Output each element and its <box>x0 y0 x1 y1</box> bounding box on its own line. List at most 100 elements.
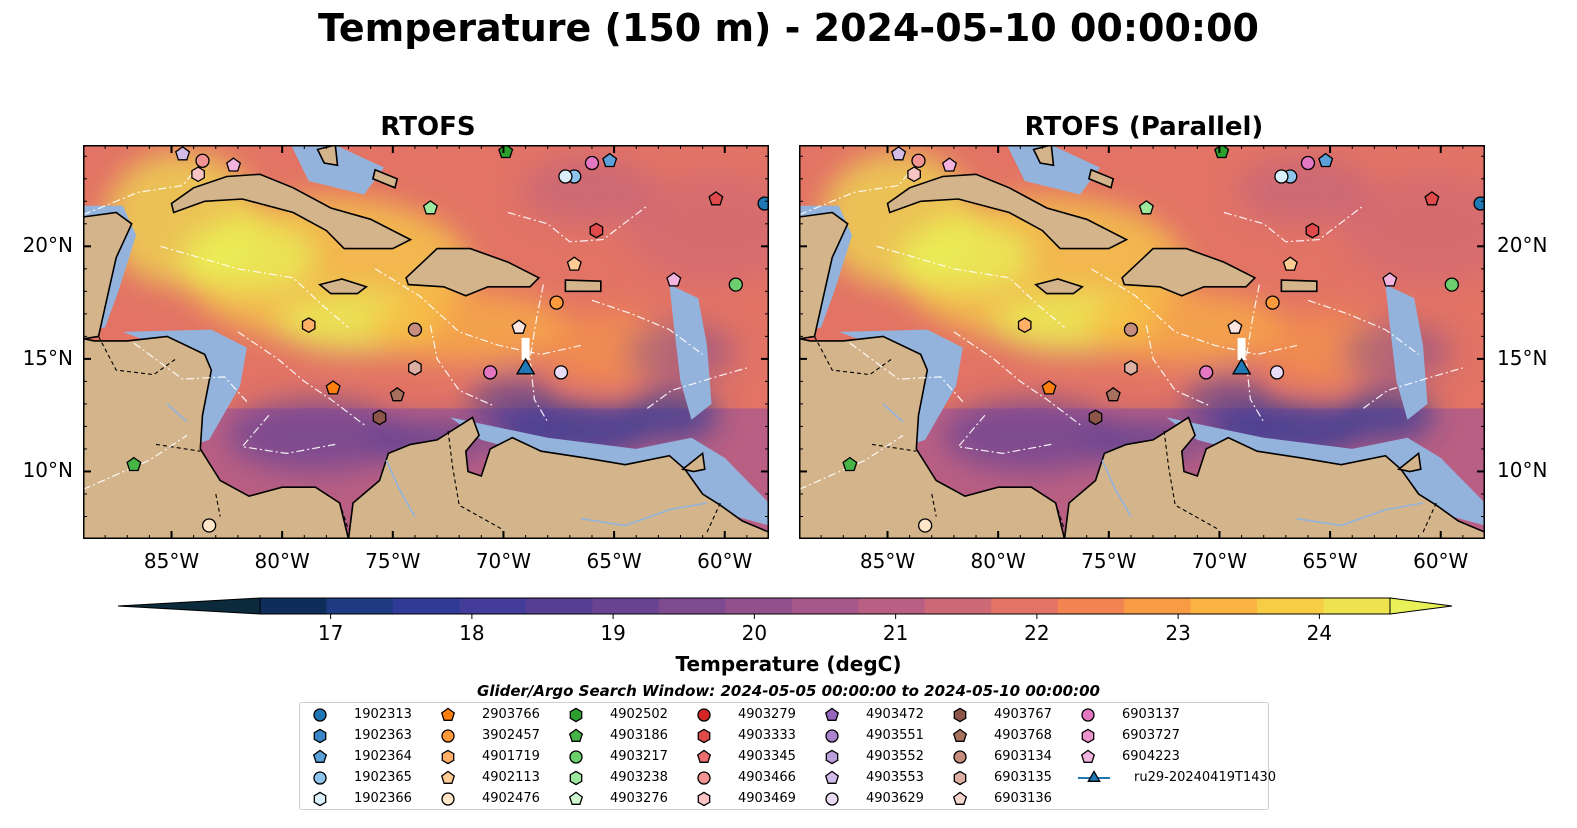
colorbar-segment <box>858 598 926 614</box>
panel-title-right: RTOFS (Parallel) <box>1024 112 1264 142</box>
glider-marker <box>515 357 536 375</box>
land-bahamas2 <box>1087 168 1115 189</box>
hexagon-marker-icon <box>953 707 967 723</box>
country-border <box>98 336 177 376</box>
legend-marker <box>1080 749 1096 763</box>
lat-tick-label-right: 10°N <box>1497 458 1548 483</box>
legend-marker <box>696 749 712 763</box>
argo-float-marker <box>511 319 527 334</box>
argo-float-marker <box>1318 152 1334 168</box>
colorbar-segment <box>592 598 660 614</box>
map-layers <box>83 145 769 539</box>
colorbar-segment <box>1190 598 1258 614</box>
eez-boundary <box>646 367 748 409</box>
temperature-anomaly <box>226 399 404 472</box>
argo-float-marker <box>408 359 422 376</box>
map-frame <box>83 145 769 539</box>
circle-marker-icon <box>313 708 327 722</box>
legend-marker <box>697 791 711 807</box>
colorbar-tick-label: 21 <box>883 621 908 645</box>
colorbar-segment <box>1057 598 1125 614</box>
map-panel-rtofs[interactable] <box>83 145 769 539</box>
eez-boundary <box>160 245 349 328</box>
glider-track <box>1237 337 1246 360</box>
legend-label: 1902313 <box>354 707 412 722</box>
axis-ticks <box>83 145 769 539</box>
panel-title-left: RTOFS <box>380 112 476 142</box>
map-panel-rtofs-parallel[interactable] <box>799 145 1485 539</box>
legend-marker <box>569 750 583 764</box>
circle-marker-icon <box>697 771 711 785</box>
shelf-lesser <box>1385 284 1428 420</box>
colorbar-tick-label: 23 <box>1165 621 1190 645</box>
temperature-field <box>105 151 769 472</box>
temperature-anomaly <box>1184 372 1273 436</box>
legend-marker <box>953 707 967 723</box>
legend-label: 4903333 <box>738 728 796 743</box>
argo-float-marker <box>389 386 405 402</box>
legend-label: 4902113 <box>482 770 540 785</box>
legend-label: 6903136 <box>994 791 1052 806</box>
land-central <box>799 335 1066 539</box>
pentagon-marker-icon <box>440 770 456 784</box>
colorbar-segment <box>1323 598 1391 614</box>
argo-float-marker <box>566 256 582 271</box>
land-trinidad <box>1396 451 1422 473</box>
argo-float-marker <box>666 272 682 287</box>
argo-float-marker <box>553 365 569 380</box>
river <box>385 459 416 517</box>
legend-label: ru29-20240419T1430 <box>1134 770 1277 785</box>
argo-float-marker <box>584 155 600 171</box>
legend-marker <box>953 750 967 764</box>
land-bahamas2 <box>371 168 399 189</box>
pentagon-marker-icon <box>824 707 840 721</box>
country-border <box>155 443 201 452</box>
argo-float-marker <box>1227 319 1243 334</box>
pentagon-marker-icon <box>696 749 712 763</box>
argo-float-marker <box>549 295 564 310</box>
argo-float-marker <box>558 169 573 184</box>
eez-boundary <box>507 205 648 243</box>
shelf-nicaraguaRise <box>122 329 247 445</box>
argo-float-marker <box>589 222 604 239</box>
legend-label: 4903551 <box>866 728 924 743</box>
legend-marker <box>441 792 455 806</box>
legend-marker <box>953 770 967 786</box>
land-trinidad <box>680 451 706 473</box>
colorbar-segment <box>791 598 859 614</box>
country-border <box>1055 502 1066 531</box>
argo-float-marker <box>1041 380 1057 395</box>
legend-marker <box>568 791 584 805</box>
argo-float-marker <box>175 146 191 161</box>
eez-boundary <box>83 158 206 216</box>
argo-float-marker <box>1017 317 1032 334</box>
circle-marker-icon <box>441 729 455 743</box>
legend-label: 4903238 <box>610 770 668 785</box>
argo-float-marker <box>483 365 498 380</box>
land-cuba <box>170 173 413 250</box>
land-hispaniola <box>405 247 541 297</box>
land-hispaniola <box>1121 247 1257 297</box>
colorbar-segment <box>459 598 527 614</box>
temperature-anomaly <box>370 291 570 364</box>
argo-float-marker <box>1138 200 1154 215</box>
country-border <box>339 502 350 531</box>
hexagon-marker-icon <box>825 749 839 765</box>
legend-label: 6903135 <box>994 770 1052 785</box>
temperature-anomaly <box>468 372 557 436</box>
argo-float-marker <box>907 166 921 183</box>
legend-marker <box>440 770 456 784</box>
legend-marker <box>952 728 968 742</box>
legend-label: 4903552 <box>866 749 924 764</box>
legend-marker <box>568 728 584 742</box>
argo-float-marker <box>1300 155 1316 171</box>
legend-marker <box>825 749 839 765</box>
eez-boundary <box>1090 268 1298 356</box>
argo-float-marker <box>195 153 210 168</box>
pentagon-marker-icon <box>1080 749 1096 763</box>
lat-tick-label-right: 20°N <box>1497 233 1548 258</box>
circle-marker-icon <box>441 792 455 806</box>
shelf-bahamaBank <box>291 145 384 195</box>
pentagon-marker-icon <box>824 770 840 784</box>
legend: 1902313 1902363 1902364 1902365 1902366 29037… <box>299 702 1276 810</box>
